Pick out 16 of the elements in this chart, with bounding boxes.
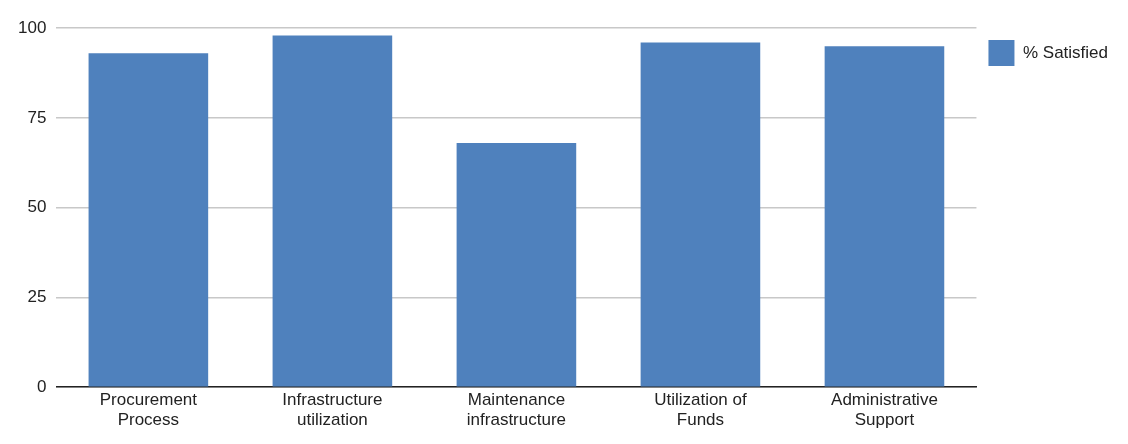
y-tick-label: 100 [17, 17, 47, 37]
y-tick-label: 0 [36, 376, 47, 396]
bar [272, 35, 393, 387]
bar [640, 42, 761, 387]
x-tick-label: Utilization of Funds [654, 390, 747, 430]
x-tick-label: Procurement Process [99, 390, 198, 430]
y-tick-label: 75 [27, 107, 47, 127]
x-tick-label: Administrative Support [831, 390, 938, 430]
y-tick-label: 25 [27, 287, 47, 307]
legend-label: % Satisfied [1022, 42, 1109, 62]
x-tick-label: Maintenance infrastructure [466, 390, 567, 430]
bar [456, 143, 577, 387]
y-tick-label: 50 [27, 197, 47, 217]
x-tick-label: Infrastructure utilization [282, 390, 383, 430]
bar [88, 53, 209, 387]
bar [824, 46, 945, 387]
